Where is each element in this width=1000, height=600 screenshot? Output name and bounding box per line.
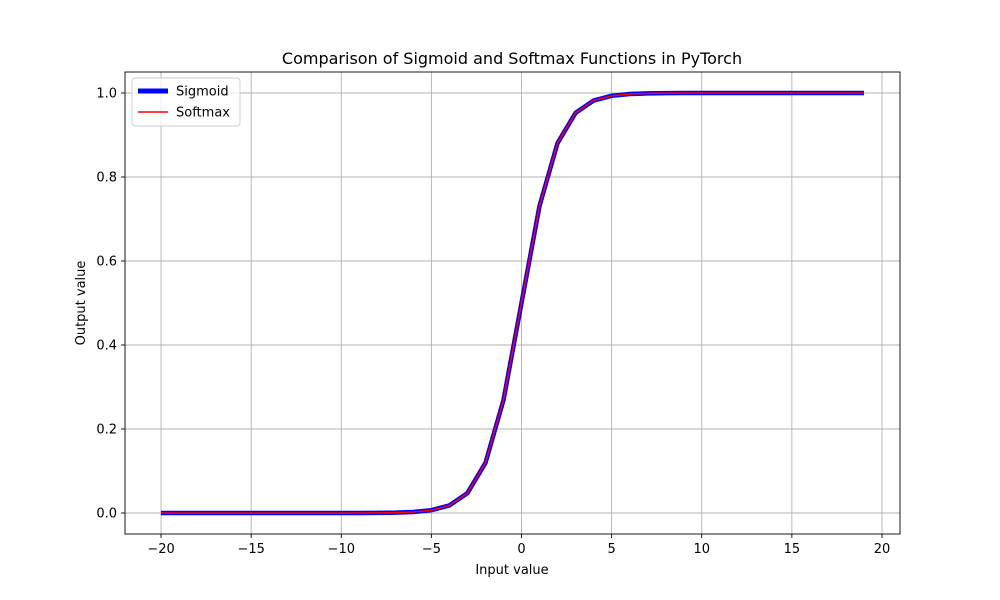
y-tick-label: 0.4 xyxy=(96,339,117,354)
x-tick-label: −20 xyxy=(147,542,174,557)
plot-frame xyxy=(124,71,901,535)
x-tick-label: −5 xyxy=(422,542,441,557)
y-tick-label: 0.8 xyxy=(96,171,117,186)
y-tick-label: 0.2 xyxy=(96,423,117,438)
plot-lines xyxy=(161,90,864,516)
x-tick-label: −15 xyxy=(237,542,264,557)
x-tick-label: 0 xyxy=(517,542,525,557)
y-tick-label: 0.6 xyxy=(96,255,117,270)
series-line-softmax xyxy=(161,92,864,514)
y-axis-label: Output value xyxy=(74,261,89,346)
chart-title: Comparison of Sigmoid and Softmax Functi… xyxy=(282,49,742,68)
x-tick-label: 20 xyxy=(874,542,891,557)
grid xyxy=(125,72,900,534)
x-tick-label: −10 xyxy=(328,542,355,557)
y-tick-label: 1.0 xyxy=(96,87,117,102)
axis-ticks: −20 −15 −10 −5 0 5 10 15 20 0.0 0.2 0.4 0.6 0.8 1.0 xyxy=(96,87,890,558)
x-tick-label: 10 xyxy=(693,542,710,557)
legend-label-softmax: Softmax xyxy=(176,106,230,121)
x-tick-label: 15 xyxy=(784,542,801,557)
x-tick-label: 5 xyxy=(607,542,615,557)
legend: Sigmoid Softmax xyxy=(131,77,241,127)
legend-label-sigmoid: Sigmoid xyxy=(176,85,229,100)
x-axis-label: Input value xyxy=(475,563,548,578)
y-tick-label: 0.0 xyxy=(96,507,117,522)
